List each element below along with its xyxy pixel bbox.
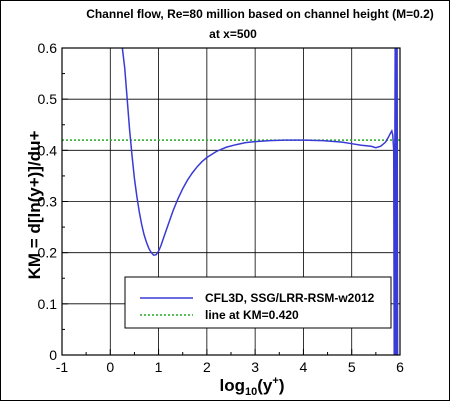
x-axis-label-sup: + xyxy=(272,375,278,387)
y-tick-label: 0.5 xyxy=(38,91,58,107)
legend-label-km-line: line at KM=0.420 xyxy=(205,308,299,322)
series-rsm-line xyxy=(121,48,399,355)
chart-title: Channel flow, Re=80 million based on cha… xyxy=(86,7,434,21)
y-tick-label: 0 xyxy=(49,347,57,363)
x-tick-label: 3 xyxy=(251,359,259,375)
x-axis-label-main: log xyxy=(220,376,246,395)
y-tick-label: 0.3 xyxy=(38,194,58,210)
x-tick-label: 2 xyxy=(203,359,211,375)
x-tick-label: 0 xyxy=(106,359,114,375)
y-tick-label: 0.4 xyxy=(38,142,58,158)
legend-box xyxy=(124,276,392,329)
x-tick-label: 6 xyxy=(396,359,404,375)
y-axis-label: KM = d[ln(y+)]/du+ xyxy=(25,131,44,280)
x-axis-label-sub: 10 xyxy=(245,386,257,398)
tick-labels: -1 0 1 2 3 4 5 600.10.20.30.40.50.6 xyxy=(38,40,405,375)
series-layer xyxy=(62,48,400,355)
x-tick-label: -1 xyxy=(56,359,69,375)
x-axis-label-end: ) xyxy=(279,376,285,395)
x-tick-label: 5 xyxy=(348,359,356,375)
y-tick-label: 0.6 xyxy=(38,40,58,56)
chart-subtitle: at x=500 xyxy=(209,27,257,41)
x-axis-label: log10(y+) xyxy=(220,375,285,398)
ticks xyxy=(61,47,401,356)
x-tick-label: 4 xyxy=(300,359,308,375)
legend: CFL3D, SSG/LRR-RSM-w2012 line at KM=0.42… xyxy=(124,276,392,329)
legend-label-rsm: CFL3D, SSG/LRR-RSM-w2012 xyxy=(205,291,375,305)
y-tick-label: 0.2 xyxy=(38,245,58,261)
x-axis-label-rest: (y xyxy=(257,376,273,395)
y-tick-label: 0.1 xyxy=(38,296,58,312)
x-tick-label: 1 xyxy=(155,359,163,375)
